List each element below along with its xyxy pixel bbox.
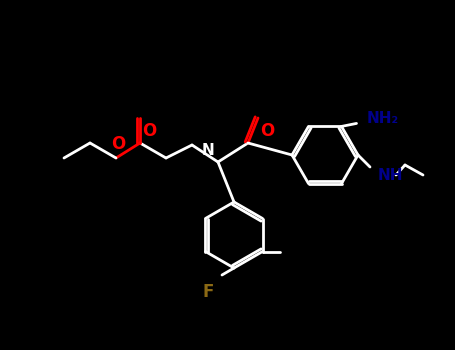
Text: NH: NH xyxy=(378,168,404,182)
Text: N: N xyxy=(201,143,214,158)
Text: O: O xyxy=(142,122,156,140)
Text: O: O xyxy=(260,122,274,140)
Text: F: F xyxy=(202,283,214,301)
Text: O: O xyxy=(111,135,125,153)
Text: NH₂: NH₂ xyxy=(366,111,399,126)
